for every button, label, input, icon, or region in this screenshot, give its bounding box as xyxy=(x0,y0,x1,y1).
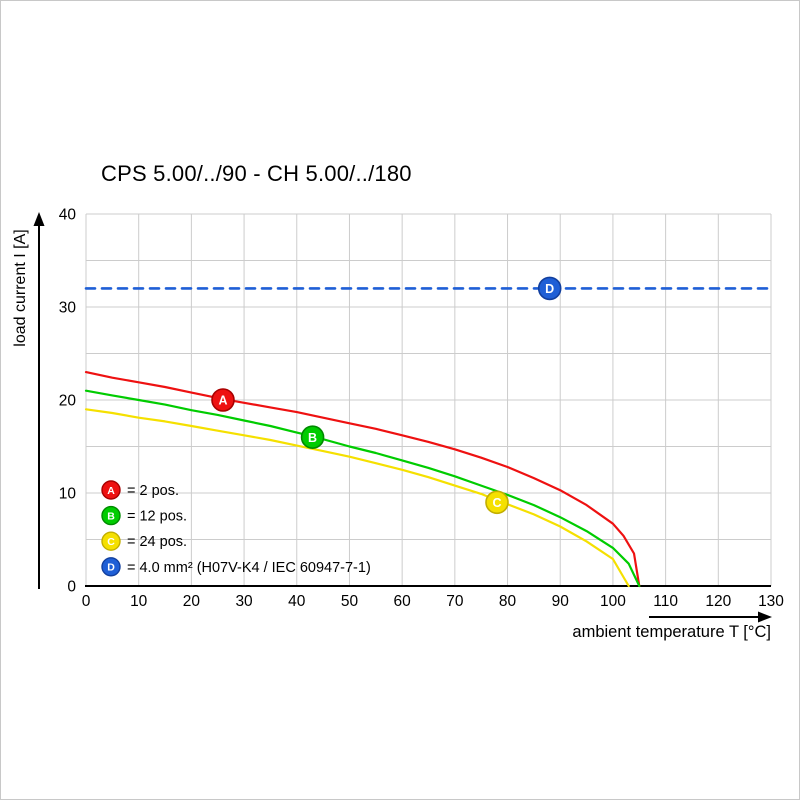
marker-letter-D: D xyxy=(545,282,554,296)
marker-A: A xyxy=(211,388,235,412)
marker-D: D xyxy=(537,276,562,301)
legend-marker-letter-C: C xyxy=(107,536,115,548)
x-tick-label: 30 xyxy=(235,593,253,610)
y-tick-label: 0 xyxy=(67,579,76,596)
x-tick-label: 70 xyxy=(446,593,464,610)
legend-marker-letter-A: A xyxy=(107,485,115,497)
legend: A = 2 pos. B = 12 pos. C = 24 pos. D = 4.0 mm² … xyxy=(101,480,371,577)
curve-C xyxy=(84,408,630,588)
marker-letter-A: A xyxy=(218,394,227,408)
legend-marker-circle-D xyxy=(101,557,121,577)
legend-marker-letter-B: B xyxy=(107,510,115,522)
x-axis-arrow-head xyxy=(758,611,772,623)
legend-item-C: C = 24 pos. xyxy=(101,531,187,551)
x-tick-label: 130 xyxy=(758,593,784,610)
marker-circle-C xyxy=(485,490,509,515)
x-tick-label: 100 xyxy=(600,593,626,610)
chart-title: CPS 5.00/../90 - CH 5.00/../180 xyxy=(101,161,412,186)
legend-marker-circle-A xyxy=(101,480,121,500)
legend-label-C: = 24 pos. xyxy=(127,534,187,550)
y-axis-arrow-head xyxy=(33,212,45,226)
tick-labels: 0 10 20 30 40 50 60 70 80 90 100 110 120 130 0 10 20 30 40 xyxy=(59,207,785,611)
marker-letter-B: B xyxy=(308,431,317,445)
marker-letter-C: C xyxy=(492,496,501,510)
grid xyxy=(85,213,772,587)
y-tick-label: 30 xyxy=(59,300,77,317)
legend-item-A: A = 2 pos. xyxy=(101,480,179,500)
marker-circle-D xyxy=(537,276,562,301)
legend-item-B: B = 12 pos. xyxy=(101,505,187,526)
curve-B xyxy=(84,389,641,588)
x-tick-label: 0 xyxy=(82,593,91,610)
y-tick-label: 10 xyxy=(59,486,77,503)
x-tick-label: 80 xyxy=(499,593,517,610)
legend-item-D: D = 4.0 mm² (H07V-K4 / IEC 60947-7-1) xyxy=(101,557,371,577)
marker-circle-B xyxy=(300,425,325,450)
curve-A xyxy=(84,371,641,588)
x-tick-label: 120 xyxy=(705,593,731,610)
curve-markers: A B C D xyxy=(211,276,562,515)
legend-label-D: = 4.0 mm² (H07V-K4 / IEC 60947-7-1) xyxy=(127,560,371,576)
marker-B: B xyxy=(300,425,325,450)
x-axis-label: ambient temperature T [°C] xyxy=(572,623,771,641)
axes xyxy=(33,212,772,623)
legend-marker-circle-B xyxy=(101,505,121,526)
x-tick-label: 60 xyxy=(394,593,412,610)
y-tick-label: 40 xyxy=(59,207,77,224)
y-tick-label: 20 xyxy=(59,393,77,410)
legend-marker-letter-D: D xyxy=(107,562,115,574)
x-tick-label: 110 xyxy=(653,593,678,610)
x-tick-label: 90 xyxy=(552,593,570,610)
legend-label-A: = 2 pos. xyxy=(127,483,179,499)
marker-C: C xyxy=(485,490,509,515)
legend-marker-circle-C xyxy=(101,531,121,551)
x-tick-label: 20 xyxy=(183,593,201,610)
marker-circle-A xyxy=(211,388,235,412)
legend-label-B: = 12 pos. xyxy=(127,509,187,525)
x-tick-label: 50 xyxy=(341,593,359,610)
x-tick-label: 10 xyxy=(130,593,148,610)
x-tick-label: 40 xyxy=(288,593,306,610)
curves xyxy=(84,287,773,588)
